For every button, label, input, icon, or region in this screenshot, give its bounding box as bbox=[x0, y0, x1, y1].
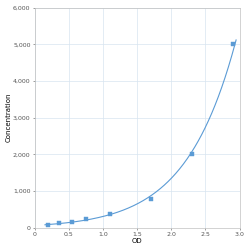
X-axis label: OD: OD bbox=[132, 238, 142, 244]
Y-axis label: Concentration: Concentration bbox=[6, 93, 12, 142]
